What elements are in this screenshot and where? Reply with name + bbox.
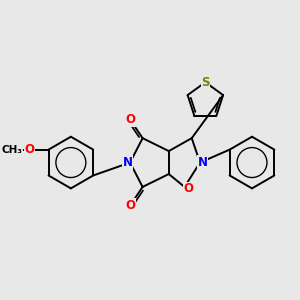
Text: O: O bbox=[183, 182, 193, 195]
Text: CH₃: CH₃ bbox=[2, 145, 22, 154]
Text: O: O bbox=[125, 199, 135, 212]
Text: O: O bbox=[25, 143, 35, 156]
Text: O: O bbox=[125, 113, 135, 126]
Text: N: N bbox=[122, 156, 133, 169]
Text: S: S bbox=[201, 76, 210, 89]
Text: N: N bbox=[197, 156, 208, 169]
